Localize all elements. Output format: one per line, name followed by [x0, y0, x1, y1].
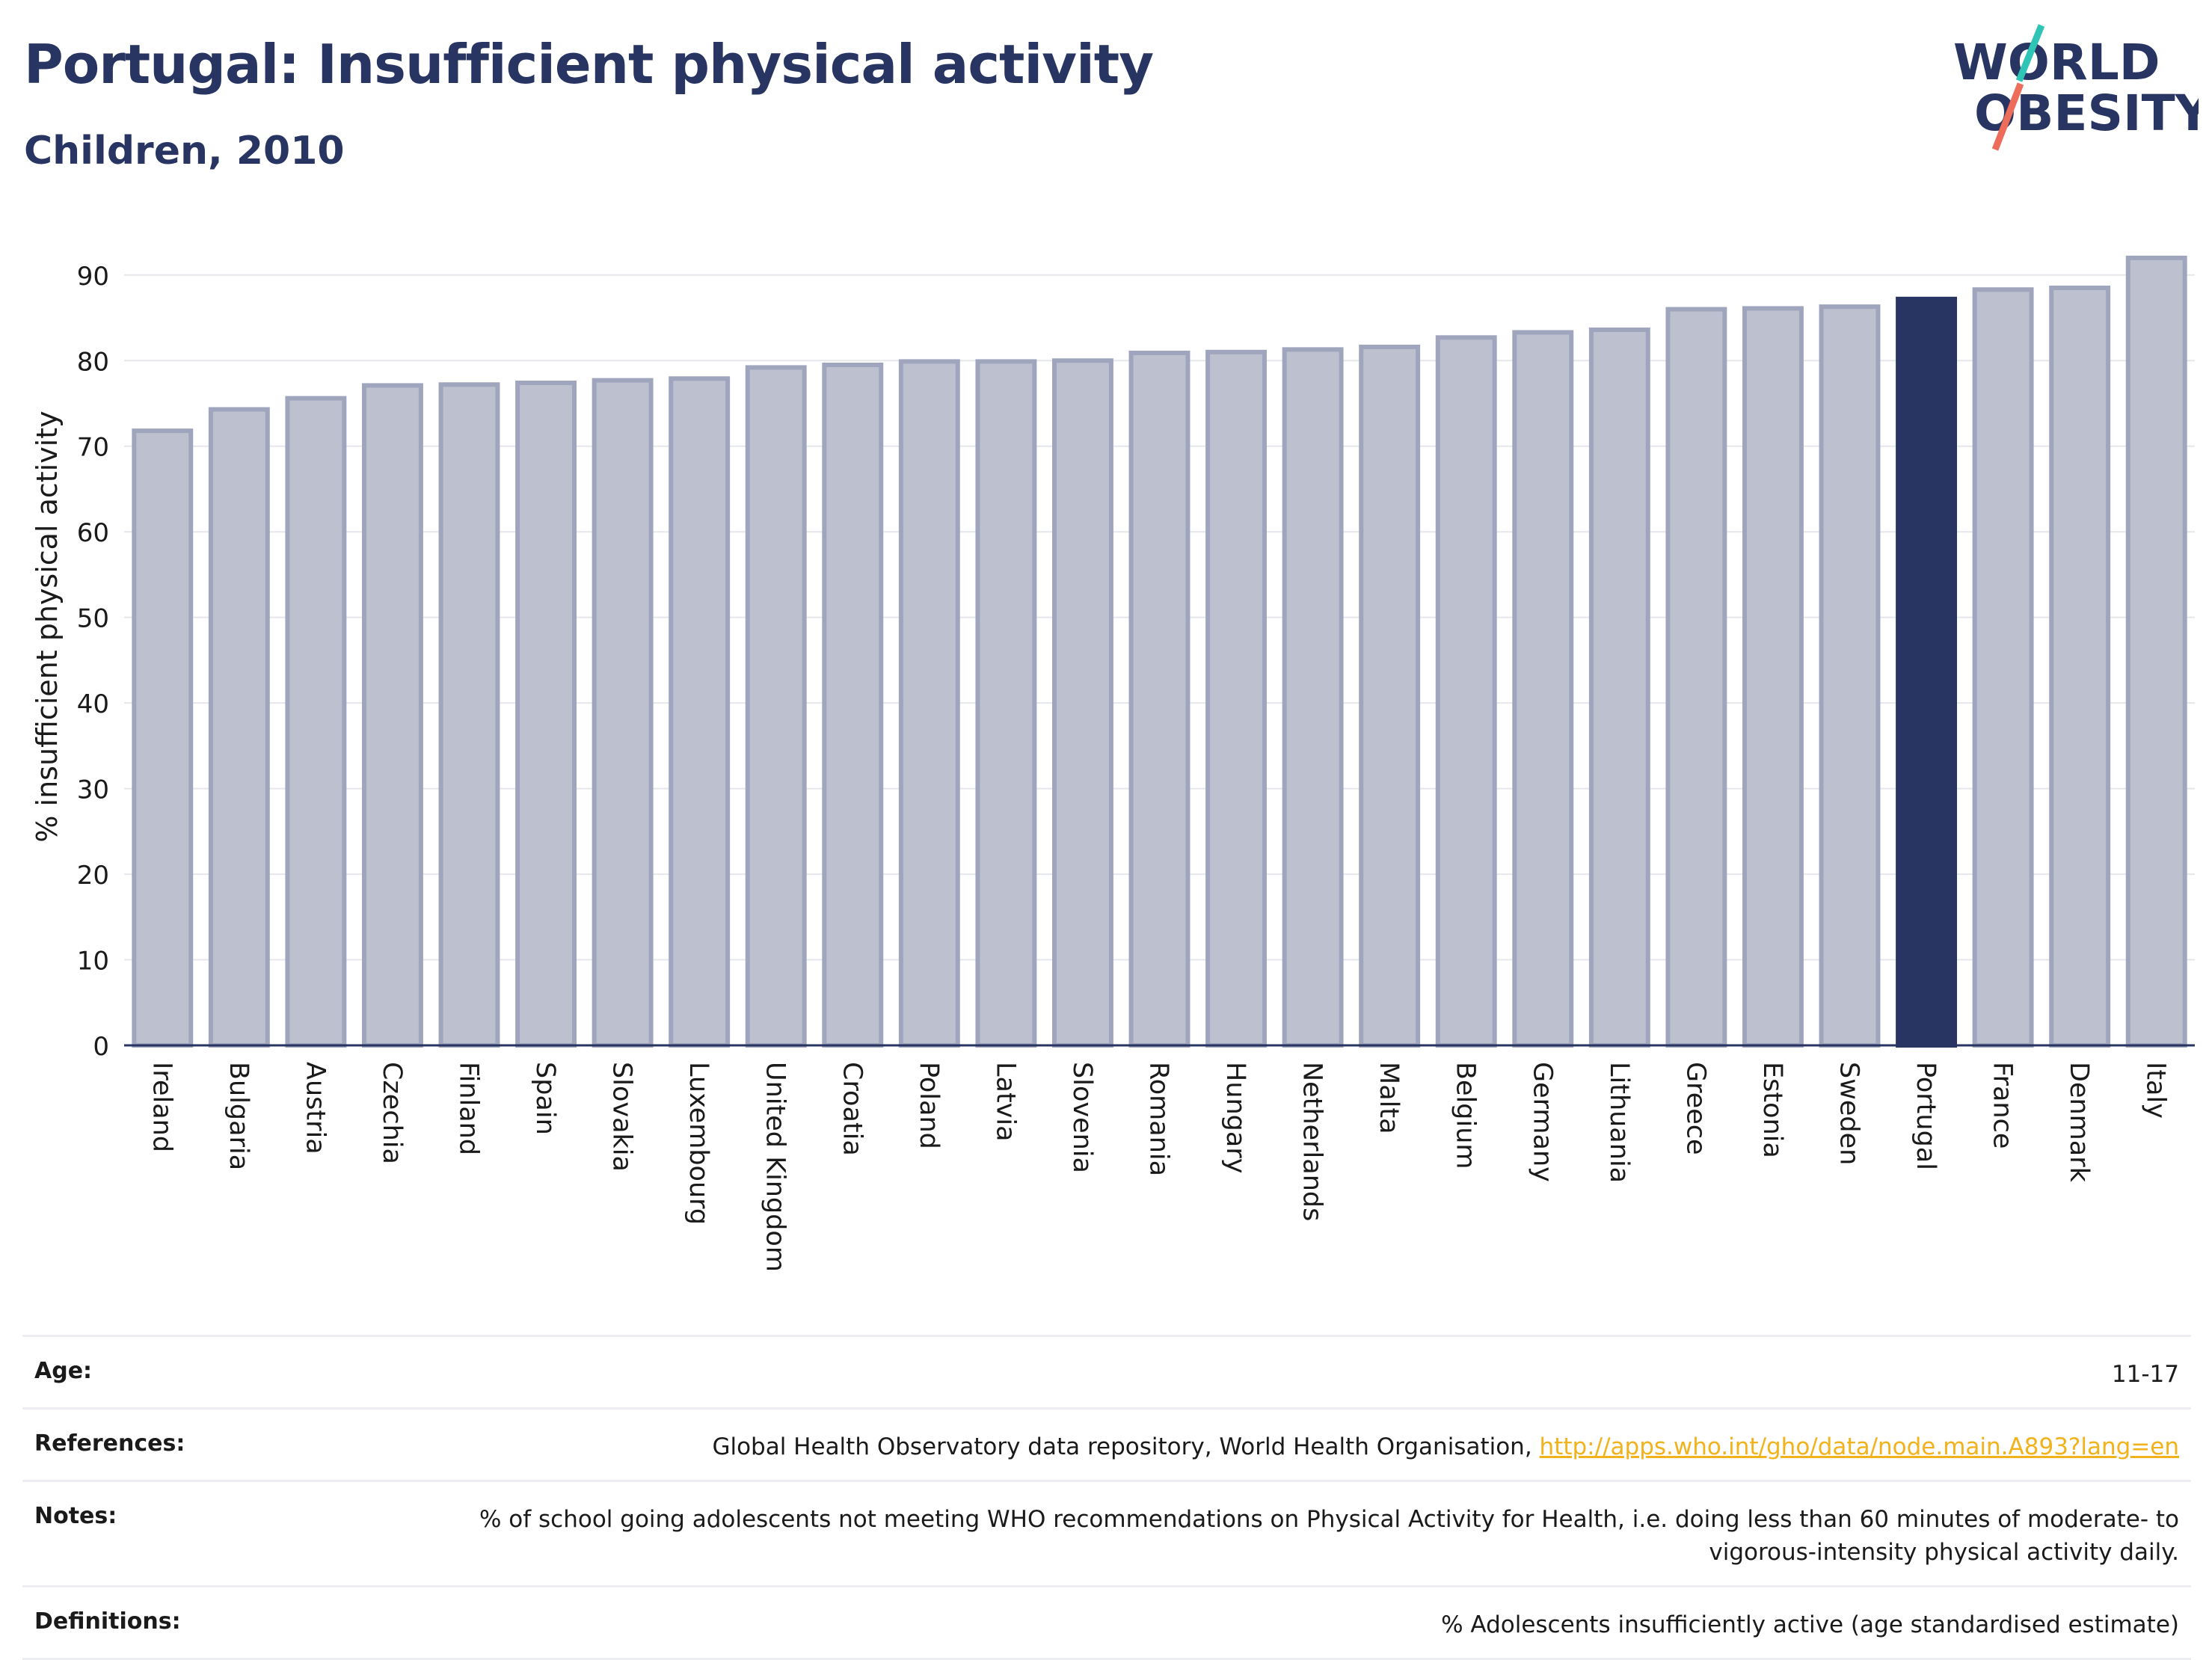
bar-latvia[interactable]: [975, 359, 1037, 1048]
bar-hungary[interactable]: [1205, 349, 1268, 1048]
x-tick-label: Denmark: [2064, 1062, 2094, 1183]
y-axis-label: % insufficient physical activity: [31, 411, 64, 842]
y-tick-label: 0: [93, 1032, 109, 1062]
chart-title: Portugal: Insufficient physical activity: [24, 33, 1154, 96]
bar-finland[interactable]: [438, 382, 500, 1048]
x-tick-label: United Kingdom: [761, 1062, 790, 1272]
bar-estonia[interactable]: [1742, 306, 1804, 1048]
y-tick-label: 50: [77, 604, 109, 634]
x-tick-label: Romania: [1144, 1062, 1174, 1176]
x-tick-label: Poland: [914, 1062, 944, 1149]
bar-croatia[interactable]: [822, 362, 884, 1048]
bar-netherlands[interactable]: [1282, 347, 1344, 1048]
references-value: Global Health Observatory data repositor…: [712, 1430, 2179, 1463]
x-tick-label: Greece: [1680, 1062, 1710, 1155]
logo-slash-teal: [2015, 24, 2045, 82]
y-tick-label: 20: [77, 861, 109, 891]
x-tick-label: Malta: [1374, 1062, 1404, 1134]
bar-greece[interactable]: [1665, 307, 1727, 1048]
x-tick-label: Estonia: [1757, 1062, 1787, 1158]
info-row-notes: Notes: % of school going adolescents not…: [22, 1480, 2191, 1585]
y-tick-label: 90: [77, 262, 109, 292]
bar-germany[interactable]: [1512, 330, 1574, 1048]
x-tick-label: Germany: [1527, 1062, 1557, 1182]
x-tick-label: Belgium: [1451, 1062, 1481, 1169]
logo-slash-coral: [1991, 82, 2024, 151]
definitions-value: % Adolescents insufficiently active (age…: [1441, 1611, 2179, 1638]
x-tick-label: Latvia: [990, 1062, 1020, 1142]
info-row-definitions: Definitions: % Adolescents insufficientl…: [22, 1585, 2191, 1660]
info-row-age: Age: 11-17: [22, 1335, 2191, 1407]
x-tick-label: Bulgaria: [224, 1062, 254, 1170]
bar-luxembourg[interactable]: [669, 376, 731, 1048]
x-tick-label: Spain: [530, 1062, 560, 1135]
bar-united-kingdom[interactable]: [745, 365, 807, 1048]
definitions-label: Definitions:: [34, 1608, 181, 1635]
y-tick-label: 40: [77, 689, 109, 719]
references-text: Global Health Observatory data repositor…: [712, 1433, 1540, 1460]
x-tick-label: Croatia: [837, 1062, 867, 1156]
bar-ireland[interactable]: [132, 428, 194, 1048]
x-tick-label: Ireland: [147, 1062, 176, 1152]
bar-sweden[interactable]: [1819, 304, 1881, 1048]
bar-chart: 0 10 20 30 40 50 60 70 80 90 Ireland Bulgaria Austri…: [31, 255, 2195, 1272]
x-tick-label: Slovakia: [607, 1062, 637, 1172]
bar-portugal[interactable]: [1896, 296, 1958, 1048]
bar-bulgaria[interactable]: [208, 407, 270, 1048]
x-tick-label: France: [1988, 1062, 2018, 1149]
x-tick-label: Portugal: [1911, 1062, 1941, 1170]
world-obesity-logo: WORLD OBESITY: [1953, 24, 2199, 151]
x-tick-label: Luxembourg: [683, 1062, 713, 1225]
y-tick-label: 30: [77, 775, 109, 805]
bar-belgium[interactable]: [1435, 335, 1497, 1048]
x-tick-label: Sweden: [1834, 1062, 1864, 1165]
notes-label: Notes:: [34, 1503, 117, 1529]
x-tick-label: Finland: [454, 1062, 484, 1155]
notes-value: % of school going adolescents not meetin…: [479, 1506, 2179, 1566]
logo-word-world: WORLD: [1953, 34, 2160, 91]
x-tick-label: Slovenia: [1067, 1062, 1097, 1173]
references-label: References:: [34, 1430, 185, 1457]
y-tick-label: 10: [77, 947, 109, 977]
bar-slovenia[interactable]: [1051, 358, 1113, 1048]
y-tick-label: 70: [77, 433, 109, 463]
bar-austria[interactable]: [285, 396, 347, 1048]
bar-spain[interactable]: [515, 381, 577, 1048]
bar-czechia[interactable]: [361, 383, 423, 1048]
x-tick-label: Netherlands: [1297, 1062, 1327, 1221]
info-row-references: References: Global Health Observatory da…: [22, 1407, 2191, 1480]
y-tick-label: 60: [77, 518, 109, 548]
bar-romania[interactable]: [1128, 350, 1191, 1048]
x-tick-label: Czechia: [377, 1062, 407, 1164]
x-tick-label: Hungary: [1220, 1062, 1250, 1173]
bar-poland[interactable]: [898, 359, 960, 1048]
bar-malta[interactable]: [1359, 344, 1421, 1048]
bar-france[interactable]: [1972, 287, 2034, 1048]
info-table: Age: 11-17 References: Global Health Obs…: [22, 1335, 2191, 1660]
axes: 0 10 20 30 40 50 60 70 80 90 Ireland Bulgaria Austri…: [77, 262, 2195, 1272]
bar-slovakia[interactable]: [592, 378, 654, 1048]
bar-italy[interactable]: [2125, 255, 2187, 1048]
x-tick-label: Lithuania: [1604, 1062, 1634, 1183]
age-value: 11-17: [2111, 1361, 2179, 1388]
bar-denmark[interactable]: [2049, 285, 2111, 1048]
chart-subtitle: Children, 2010: [24, 129, 345, 173]
y-tick-label: 80: [77, 347, 109, 377]
references-link[interactable]: http://apps.who.int/gho/data/node.main.A…: [1539, 1433, 2179, 1460]
bar-lithuania[interactable]: [1588, 328, 1650, 1048]
x-tick-label: Austria: [300, 1062, 330, 1155]
age-label: Age:: [34, 1358, 93, 1384]
x-tick-label: Italy: [2141, 1062, 2171, 1119]
bars: [132, 255, 2187, 1048]
